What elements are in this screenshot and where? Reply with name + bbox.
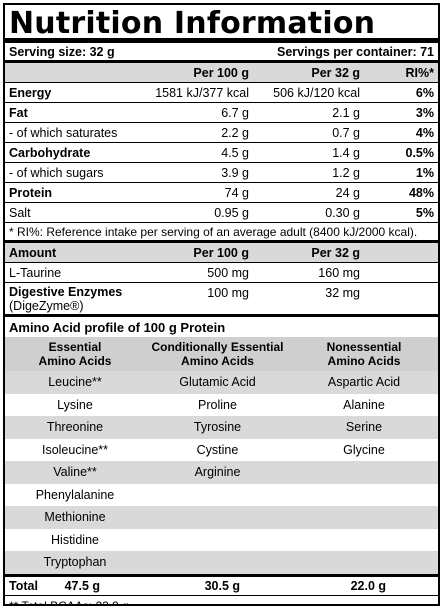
total-conditional: 30.5 g [204, 578, 240, 593]
nutrient-per-32g: 24 g [335, 185, 360, 200]
nutrient-per-100g: 4.5 g [221, 145, 249, 160]
amino-row: Threonine Tyrosine Serine [5, 416, 438, 439]
nutrient-header-row: Per 100 g Per 32 g RI%* [5, 63, 438, 83]
nutrient-label: Energy [9, 85, 52, 100]
enzymes-per-32g: 32 mg [325, 286, 360, 300]
nutrient-ri: 4% [415, 125, 434, 140]
taurine-per-32g: 160 mg [318, 265, 360, 280]
header-per-32g: Per 32 g [311, 65, 360, 80]
header-essential: Essential Amino Acids [38, 340, 112, 368]
header-conditionally-essential: Conditionally Essential Amino Acids [151, 340, 284, 368]
header-amount-per-100g: Per 100 g [193, 245, 249, 260]
nutrient-ri: 5% [415, 205, 434, 220]
nutrient-per-100g: 0.95 g [214, 205, 249, 220]
amino-row: Methionine [5, 506, 438, 529]
conditional-amino-acid: Proline [198, 397, 237, 412]
amino-row: Lysine Proline Alanine [5, 393, 438, 416]
serving-size: Serving size: 32 g [9, 44, 115, 59]
nutrient-label: Salt [9, 205, 31, 220]
nutrient-per-32g: 0.30 g [325, 205, 360, 220]
nutrient-per-32g: 2.1 g [332, 105, 360, 120]
essential-amino-acid: Methionine [44, 510, 106, 525]
nutrient-per-100g: 1581 kJ/377 kcal [155, 85, 249, 100]
conditional-amino-acid: Arginine [194, 465, 241, 480]
nutrient-row: Fat 6.7 g 2.1 g 3% [5, 103, 438, 123]
amino-header-row: Essential Amino Acids Conditionally Esse… [5, 337, 438, 371]
nutrient-per-100g: 6.7 g [221, 105, 249, 120]
page-title: Nutrition Information [5, 5, 438, 43]
nutrient-row: Protein 74 g 24 g 48% [5, 183, 438, 203]
enzymes-sublabel: (DigeZyme®) [9, 298, 84, 313]
header-per-100g: Per 100 g [193, 65, 249, 80]
nonessential-amino-acid: Aspartic Acid [327, 375, 401, 390]
taurine-per-100g: 500 mg [207, 265, 249, 280]
essential-amino-acid: Valine** [53, 465, 97, 480]
amino-row: Phenylalanine [5, 483, 438, 506]
bcaa-note: ** Total BCAAs: 22.9 g [9, 598, 129, 606]
total-nonessential: 22.0 g [350, 578, 386, 593]
nutrient-per-32g: 1.2 g [332, 165, 360, 180]
enzymes-per-100g: 100 mg [207, 286, 249, 300]
header-nonessential: Nonessential Amino Acids [326, 340, 402, 368]
nutrient-row: Salt 0.95 g 0.30 g 5% [5, 203, 438, 223]
nutrient-table: Energy 1581 kJ/377 kcal 506 kJ/120 kcal 6% F… [5, 83, 438, 223]
amino-row: Leucine** Glutamic Acid Aspartic Acid [5, 371, 438, 394]
conditional-amino-acid: Tyrosine [193, 420, 242, 435]
amino-table: Leucine** Glutamic Acid Aspartic Acid Lysin… [5, 371, 438, 574]
nutrient-per-32g: 506 kJ/120 kcal [273, 85, 360, 100]
nutrient-per-100g: 74 g [224, 185, 249, 200]
essential-amino-acid: Phenylalanine [35, 487, 115, 502]
nutrient-label: Fat [9, 105, 28, 120]
nutrient-row: - of which sugars 3.9 g 1.2 g 1% [5, 163, 438, 183]
total-label: Total [9, 578, 38, 593]
essential-amino-acid: Threonine [46, 420, 104, 435]
nutrient-ri: 3% [415, 105, 434, 120]
nonessential-amino-acid: Serine [345, 420, 383, 435]
nutrient-per-32g: 1.4 g [332, 145, 360, 160]
nutrient-label: - of which saturates [9, 125, 118, 140]
taurine-label: L-Taurine [9, 265, 62, 280]
essential-amino-acid: Leucine** [48, 375, 102, 390]
nutrient-ri: 0.5% [405, 145, 435, 160]
ri-note: * RI%: Reference intake per serving of a… [5, 223, 438, 243]
nutrient-per-100g: 3.9 g [221, 165, 249, 180]
amino-row: Valine** Arginine [5, 461, 438, 484]
essential-amino-acid: Tryptophan [43, 555, 107, 570]
amino-total-row: Total 47.5 g 30.5 g 22.0 g [5, 573, 438, 596]
nutrient-row: Carbohydrate 4.5 g 1.4 g 0.5% [5, 143, 438, 163]
nutrient-ri: 48% [408, 185, 434, 200]
total-essential: 47.5 g [64, 578, 100, 593]
nutrient-label: Protein [9, 185, 53, 200]
essential-amino-acid: Isoleucine** [41, 442, 108, 457]
servings-per-container: Servings per container: 71 [276, 44, 434, 59]
amino-profile-title: Amino Acid profile of 100 g Protein [9, 319, 226, 335]
nutrient-per-32g: 0.7 g [332, 125, 360, 140]
essential-amino-acid: Lysine [57, 397, 93, 412]
conditional-amino-acid: Cystine [196, 442, 239, 457]
header-amount-per-32g: Per 32 g [311, 245, 360, 260]
nutrient-row: - of which saturates 2.2 g 0.7 g 4% [5, 123, 438, 143]
nutrient-per-100g: 2.2 g [221, 125, 249, 140]
enzymes-label: Digestive Enzymes [9, 284, 123, 299]
nutrition-panel: Nutrition Information Serving size: 32 g… [3, 3, 440, 606]
amino-row: Isoleucine** Cystine Glycine [5, 438, 438, 461]
header-ri: RI%* [405, 65, 434, 80]
nutrient-ri: 6% [415, 85, 434, 100]
serving-row: Serving size: 32 g Servings per containe… [5, 43, 438, 63]
nutrient-label: - of which sugars [9, 165, 104, 180]
nutrient-label: Carbohydrate [9, 145, 91, 160]
header-amount: Amount [9, 245, 57, 260]
nutrient-ri: 1% [415, 165, 434, 180]
essential-amino-acid: Histidine [51, 532, 99, 547]
amino-row: Histidine [5, 528, 438, 551]
amount-header-row: Amount Per 100 g Per 32 g [5, 243, 438, 263]
amino-row: Tryptophan [5, 551, 438, 574]
conditional-amino-acid: Glutamic Acid [179, 375, 256, 390]
nonessential-amino-acid: Alanine [343, 397, 385, 412]
nonessential-amino-acid: Glycine [343, 442, 385, 457]
taurine-row: L-Taurine 500 mg 160 mg [5, 263, 438, 283]
enzymes-row: Digestive Enzymes (DigeZyme®) 100 mg 32 … [5, 283, 438, 317]
nutrient-row: Energy 1581 kJ/377 kcal 506 kJ/120 kcal 6% [5, 83, 438, 103]
